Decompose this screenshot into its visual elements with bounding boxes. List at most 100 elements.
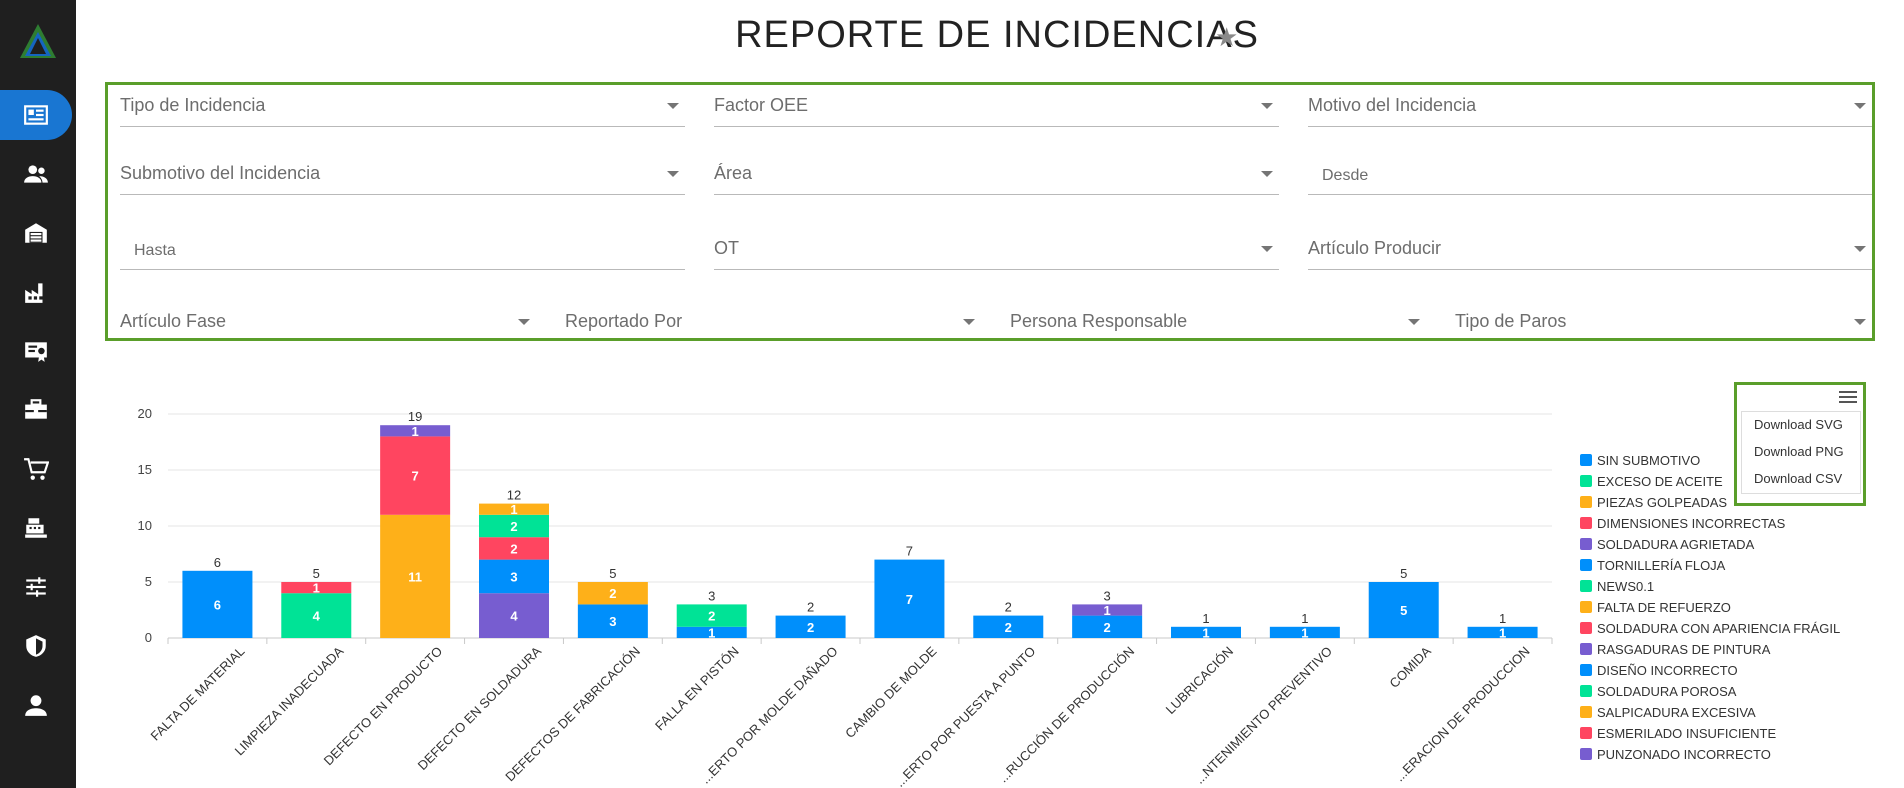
bar-segment[interactable] (676, 626, 747, 638)
bar-segment[interactable] (1467, 626, 1538, 638)
nav-dashboard[interactable] (0, 90, 72, 140)
ot-select[interactable]: OT (714, 228, 1279, 270)
nav-profile[interactable] (0, 680, 72, 730)
legend-marker[interactable] (1580, 664, 1592, 676)
chevron-down-icon (1854, 246, 1866, 252)
legend-marker[interactable] (1580, 622, 1592, 634)
bar-segment[interactable] (479, 559, 549, 594)
bar-segment[interactable] (380, 514, 451, 638)
nav-certificate[interactable] (0, 326, 72, 376)
bar-data-label: 1 (313, 581, 320, 596)
x-tick-label: LUBRICACIÓN (1163, 644, 1236, 717)
bar-segment[interactable] (281, 582, 352, 594)
bar-segment[interactable] (676, 604, 747, 627)
articulo-fase-select[interactable]: Artículo Fase (120, 301, 536, 343)
bar-segment[interactable] (1269, 626, 1340, 638)
legend-marker[interactable] (1580, 517, 1592, 529)
bar-segment[interactable] (577, 604, 648, 638)
nav-toolbox[interactable] (0, 385, 72, 435)
x-tick-label: FALTA DE MATERIAL (148, 644, 248, 744)
favorite-star-icon[interactable]: ★ (1215, 22, 1239, 52)
bar-segment[interactable] (973, 615, 1044, 638)
legend-label[interactable]: FALTA DE REFUERZO (1597, 600, 1731, 615)
legend-label[interactable]: PUNZONADO INCORRECTO (1597, 747, 1771, 762)
bar-segment[interactable] (479, 503, 549, 515)
bar-data-label: 4 (313, 609, 321, 624)
legend-label[interactable]: PIEZAS GOLPEADAS (1597, 495, 1727, 510)
legend-label[interactable]: SOLDADURA CON APARIENCIA FRÁGIL (1597, 621, 1840, 636)
legend-marker[interactable] (1580, 475, 1592, 487)
legend-marker[interactable] (1580, 601, 1592, 613)
legend-marker[interactable] (1580, 454, 1592, 466)
nav-settings[interactable] (0, 562, 72, 612)
legend-label[interactable]: SIN SUBMOTIVO (1597, 453, 1700, 468)
download-svg-option[interactable]: Download SVG (1754, 417, 1843, 432)
nav-cart[interactable] (0, 444, 72, 494)
chevron-down-icon (667, 171, 679, 177)
bar-total-label: 19 (408, 409, 422, 424)
tipo-paros-select[interactable]: Tipo de Paros (1455, 301, 1872, 343)
tipo-incidencia-select[interactable]: Tipo de Incidencia (120, 85, 685, 127)
bar-total-label: 1 (1202, 611, 1209, 626)
submotivo-select[interactable]: Submotivo del Incidencia (120, 153, 685, 195)
bar-data-label: 3 (510, 569, 517, 584)
nav-warehouse[interactable] (0, 208, 72, 258)
motivo-select[interactable]: Motivo del Incidencia (1308, 85, 1872, 127)
legend-marker[interactable] (1580, 727, 1592, 739)
bar-segment[interactable] (577, 582, 648, 605)
chevron-down-icon (1854, 103, 1866, 109)
persona-responsable-select[interactable]: Persona Responsable (1010, 301, 1426, 343)
bar-segment[interactable] (775, 615, 846, 638)
y-tick-label: 0 (145, 630, 152, 645)
bar-total-label: 2 (807, 600, 814, 615)
bar-segment[interactable] (479, 537, 549, 560)
legend-marker[interactable] (1580, 496, 1592, 508)
area-select[interactable]: Área (714, 153, 1279, 195)
bar-segment[interactable] (1368, 582, 1439, 638)
bar-segment[interactable] (1072, 615, 1143, 638)
bar-segment[interactable] (874, 559, 945, 638)
bar-segment[interactable] (380, 425, 451, 437)
nav-people[interactable] (0, 149, 72, 199)
bar-segment[interactable] (479, 593, 549, 638)
menu-icon[interactable] (1839, 391, 1857, 405)
download-png-option[interactable]: Download PNG (1754, 444, 1844, 459)
bar-segment[interactable] (479, 514, 549, 538)
bar-segment[interactable] (1072, 604, 1143, 616)
factor-oee-select[interactable]: Factor OEE (714, 85, 1279, 127)
bar-total-label: 5 (609, 566, 616, 581)
logo-icon[interactable] (18, 22, 58, 62)
legend-marker[interactable] (1580, 538, 1592, 550)
download-csv-option[interactable]: Download CSV (1754, 471, 1843, 486)
bar-segment[interactable] (380, 436, 451, 515)
bar-segment[interactable] (1171, 626, 1241, 638)
legend-label[interactable]: SOLDADURA POROSA (1597, 684, 1737, 699)
bar-segment[interactable] (182, 570, 253, 638)
reportado-por-select[interactable]: Reportado Por (565, 301, 981, 343)
legend-marker[interactable] (1580, 580, 1592, 592)
nav-factory[interactable] (0, 267, 72, 317)
legend-marker[interactable] (1580, 706, 1592, 718)
nav-security[interactable] (0, 621, 72, 671)
legend-label[interactable]: TORNILLERÍA FLOJA (1597, 558, 1726, 573)
bar-segment[interactable] (281, 593, 352, 638)
legend-label[interactable]: SOLDADURA AGRIETADA (1597, 537, 1755, 552)
legend-marker[interactable] (1580, 685, 1592, 697)
hasta-date-field[interactable]: Hasta (120, 228, 685, 270)
bar-data-label: 7 (906, 592, 913, 607)
legend-label[interactable]: SALPICADURA EXCESIVA (1597, 705, 1756, 720)
legend-marker[interactable] (1580, 559, 1592, 571)
nav-cash-register[interactable] (0, 503, 72, 553)
legend-label[interactable]: DISEÑO INCORRECTO (1597, 663, 1738, 678)
articulo-producir-select[interactable]: Artículo Producir (1308, 228, 1872, 270)
legend-label[interactable]: EXCESO DE ACEITE (1597, 474, 1723, 489)
bar-data-label: 3 (609, 614, 616, 629)
legend-label[interactable]: NEWS0.1 (1597, 579, 1654, 594)
legend-label[interactable]: DIMENSIONES INCORRECTAS (1597, 516, 1786, 531)
legend-marker[interactable] (1580, 643, 1592, 655)
bar-total-label: 3 (1104, 588, 1111, 603)
legend-label[interactable]: ESMERILADO INSUFICIENTE (1597, 726, 1776, 741)
legend-label[interactable]: RASGADURAS DE PINTURA (1597, 642, 1771, 657)
desde-date-field[interactable]: Desde (1308, 153, 1872, 195)
legend-marker[interactable] (1580, 748, 1592, 760)
